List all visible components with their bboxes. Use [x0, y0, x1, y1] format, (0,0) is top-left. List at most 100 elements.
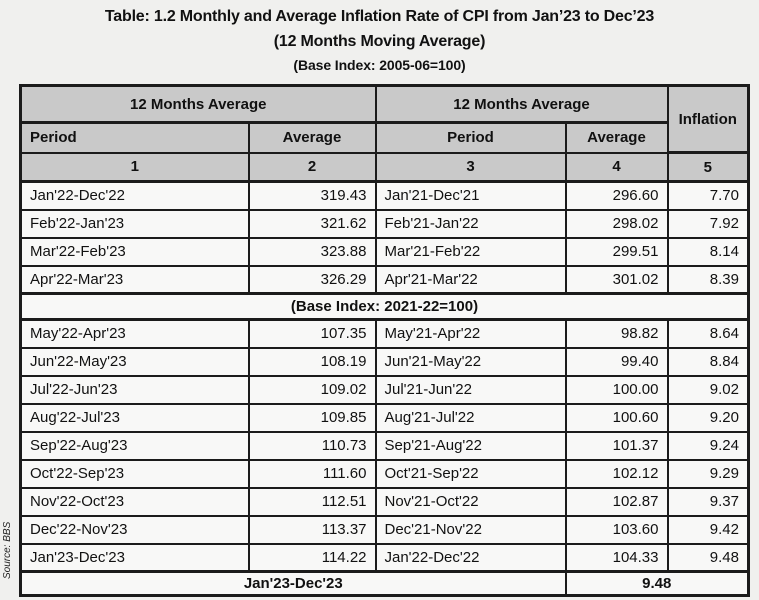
base-index-row: (Base Index: 2021-22=100) [19, 292, 750, 321]
table-row: Oct'22-Sep'23 111.60 Oct'21-Sep'22 102.12 9.… [19, 458, 750, 489]
cell-avg_b: 298.02 [564, 208, 669, 239]
cell-inflation: 9.48 [666, 542, 750, 573]
cell-inflation: 9.20 [666, 402, 750, 433]
cell-inflation: 9.24 [666, 430, 750, 461]
cell-period_b: Jan'21-Dec'21 [374, 180, 567, 211]
cell-avg_a: 323.88 [247, 236, 377, 267]
table-row: Apr'22-Mar'23 326.29 Apr'21-Mar'22 301.02 8.… [19, 264, 750, 295]
cell-avg_a: 111.60 [247, 458, 377, 489]
table-row: Sep'22-Aug'23 110.73 Sep'21-Aug'22 101.37 9.… [19, 430, 750, 461]
cell-period_a: Jan'23-Dec'23 [19, 542, 250, 573]
cell-avg_b: 102.12 [564, 458, 669, 489]
cell-period_a: Jun'22-May'23 [19, 346, 250, 377]
cell-inflation: 8.84 [666, 346, 750, 377]
cell-inflation: 9.29 [666, 458, 750, 489]
header-col-number-3: 3 [374, 151, 567, 183]
cell-period_b: Apr'21-Mar'22 [374, 264, 567, 295]
cell-avg_a: 108.19 [247, 346, 377, 377]
cell-period_a: Mar'22-Feb'23 [19, 236, 250, 267]
footer-inflation: 9.48 [564, 570, 750, 597]
cell-period_a: Dec'22-Nov'23 [19, 514, 250, 545]
header-group-row: 12 Months Average 12 Months Average Infl… [19, 84, 750, 154]
table-row: Jan'22-Dec'22 319.43 Jan'21-Dec'21 296.60 7.… [19, 180, 750, 211]
cell-inflation: 7.70 [666, 180, 750, 211]
cell-avg_b: 299.51 [564, 236, 669, 267]
cell-period_b: Feb'21-Jan'22 [374, 208, 567, 239]
header-col-number-4: 4 [564, 151, 669, 183]
cell-period_a: Oct'22-Sep'23 [19, 458, 250, 489]
table-header: 12 Months Average 12 Months Average Infl… [19, 84, 750, 183]
cell-avg_b: 102.87 [564, 486, 669, 517]
cell-inflation: 9.02 [666, 374, 750, 405]
cell-period_b: Oct'21-Sep'22 [374, 458, 567, 489]
cell-period_b: Jul'21-Jun'22 [374, 374, 567, 405]
cell-period_b: Aug'21-Jul'22 [374, 402, 567, 433]
cell-period_a: Jul'22-Jun'23 [19, 374, 250, 405]
cell-avg_b: 98.82 [564, 318, 669, 349]
cell-avg_b: 99.40 [564, 346, 669, 377]
cell-inflation: 9.42 [666, 514, 750, 545]
cell-inflation: 8.64 [666, 318, 750, 349]
source-note: Source: BBS [2, 521, 13, 579]
footer-row: Jan'23-Dec'23 9.48 [19, 570, 750, 597]
header-columns-row: Period Average Period Average [19, 121, 749, 154]
header-group-right: 12 Months Average [374, 84, 669, 124]
header-inflation: Inflation [666, 84, 750, 154]
cell-inflation: 8.39 [666, 264, 750, 295]
cell-period_b: Jun'21-May'22 [374, 346, 567, 377]
cell-avg_a: 110.73 [247, 430, 377, 461]
cell-avg_b: 104.33 [564, 542, 669, 573]
header-average-right: Average [564, 121, 669, 154]
header-group-left: 12 Months Average [19, 84, 377, 124]
cell-avg_a: 109.85 [247, 402, 377, 433]
table-body: Jan'22-Dec'22 319.43 Jan'21-Dec'21 296.60 7.… [19, 180, 750, 597]
table-title-block: Table: 1.2 Monthly and Average Inflation… [0, 4, 759, 76]
cell-period_b: Sep'21-Aug'22 [374, 430, 567, 461]
header-numbers-row: 1 2 3 4 5 [19, 151, 750, 183]
cell-period_a: Aug'22-Jul'23 [19, 402, 250, 433]
table-row: Dec'22-Nov'23 113.37 Dec'21-Nov'22 103.60 9.… [19, 514, 750, 545]
cell-period_a: Jan'22-Dec'22 [19, 180, 250, 211]
cell-period_a: Sep'22-Aug'23 [19, 430, 250, 461]
header-col-number-2: 2 [247, 151, 377, 183]
cell-period_a: Feb'22-Jan'23 [19, 208, 250, 239]
cell-period_b: May'21-Apr'22 [374, 318, 567, 349]
cell-period_a: Apr'22-Mar'23 [19, 264, 250, 295]
header-period-left: Period [19, 121, 250, 154]
cell-period_a: Nov'22-Oct'23 [19, 486, 250, 517]
header-col-number-1: 1 [19, 151, 250, 183]
cell-avg_a: 107.35 [247, 318, 377, 349]
cell-avg_b: 100.00 [564, 374, 669, 405]
cell-avg_a: 113.37 [247, 514, 377, 545]
cell-avg_b: 103.60 [564, 514, 669, 545]
table-row: Aug'22-Jul'23 109.85 Aug'21-Jul'22 100.60 9.… [19, 402, 750, 433]
cell-inflation: 8.14 [666, 236, 750, 267]
table-title-line2: (12 Months Moving Average) [273, 33, 486, 50]
table-row: Jul'22-Jun'23 109.02 Jul'21-Jun'22 100.00 9.… [19, 374, 750, 405]
cell-avg_a: 112.51 [247, 486, 377, 517]
cell-avg_a: 326.29 [247, 264, 377, 295]
table-row: Jan'23-Dec'23 114.22 Jan'22-Dec'22 104.33 9.… [19, 542, 750, 573]
cell-inflation: 9.37 [666, 486, 750, 517]
table-row: Nov'22-Oct'23 112.51 Nov'21-Oct'22 102.87 9.… [19, 486, 750, 517]
cell-period_b: Jan'22-Dec'22 [374, 542, 567, 573]
cell-period_a: May'22-Apr'23 [19, 318, 250, 349]
header-period-right: Period [374, 121, 567, 154]
cell-period_b: Dec'21-Nov'22 [374, 514, 567, 545]
header-col-number-5: 5 [666, 151, 750, 183]
base-index-label: (Base Index: 2021-22=100) [19, 292, 750, 321]
cell-avg_b: 101.37 [564, 430, 669, 461]
cell-avg_a: 109.02 [247, 374, 377, 405]
table-row: Jun'22-May'23 108.19 Jun'21-May'22 99.40 8.8… [19, 346, 750, 377]
cpi-inflation-table: 12 Months Average 12 Months Average Infl… [19, 84, 750, 597]
cell-avg_a: 319.43 [247, 180, 377, 211]
table-title-line1: Table: 1.2 Monthly and Average Inflation… [104, 8, 655, 25]
cell-avg_b: 301.02 [564, 264, 669, 295]
cell-avg_b: 296.60 [564, 180, 669, 211]
table-base-index-caption: (Base Index: 2005-06=100) [293, 57, 466, 73]
table-row: May'22-Apr'23 107.35 May'21-Apr'22 98.82 8.6… [19, 318, 750, 349]
cell-period_b: Mar'21-Feb'22 [374, 236, 567, 267]
cell-inflation: 7.92 [666, 208, 750, 239]
table-row: Feb'22-Jan'23 321.62 Feb'21-Jan'22 298.02 7.… [19, 208, 750, 239]
cell-avg_b: 100.60 [564, 402, 669, 433]
